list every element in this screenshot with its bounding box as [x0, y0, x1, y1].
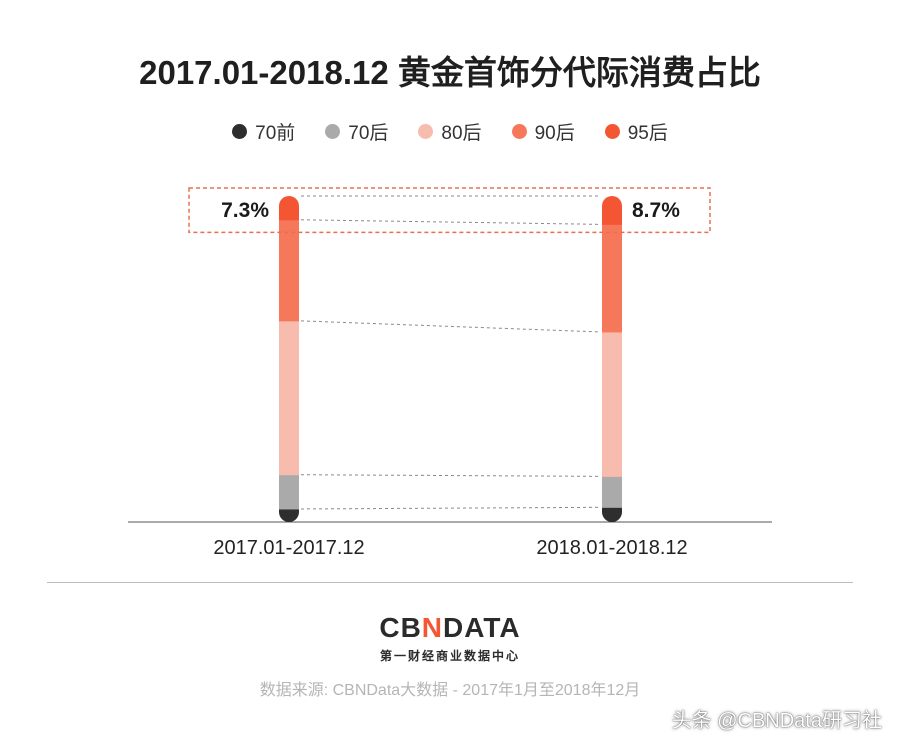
legend-swatch [232, 124, 248, 139]
bar-segment [602, 331, 622, 477]
brand-logo-mid: N [421, 612, 444, 643]
brand-subtitle: 第一财经商业数据中心 [379, 649, 520, 663]
bar-segment [279, 196, 299, 221]
bar-segment [602, 475, 622, 508]
segment-connector [300, 219, 601, 225]
legend-swatch [604, 124, 620, 139]
footer-divider [47, 582, 853, 583]
bar-stack [602, 196, 622, 522]
legend-item: 80后 [418, 118, 482, 145]
legend-swatch [325, 124, 341, 139]
legend-swatch [418, 124, 434, 139]
category-label: 2017.01-2017.12 [213, 537, 364, 559]
bar-segment [279, 320, 299, 476]
chart-title: 2017.01-2018.12 黄金首饰分代际消费占比 [139, 54, 761, 91]
bar-segment [279, 508, 299, 522]
legend-item: 90后 [511, 118, 575, 145]
stacked-bar-chart: 7.3% 8.7% 2017.01-2017.12 2018.01-2018.12 [128, 187, 772, 559]
highlight-box [188, 187, 711, 234]
bar-segment [602, 196, 622, 225]
legend-label: 70前 [255, 123, 296, 144]
legend-label: 95后 [627, 123, 668, 144]
legend-label: 90后 [534, 123, 575, 144]
legend-swatch [511, 124, 527, 139]
legend-label: 80后 [441, 123, 482, 144]
bar-segment [279, 219, 299, 322]
segment-connector [300, 320, 601, 333]
brand-logo-left: CB [379, 612, 422, 643]
segment-connector [300, 506, 601, 510]
segment-connector [300, 474, 601, 477]
legend-item: 70后 [325, 118, 388, 145]
legend-label: 70后 [348, 123, 389, 144]
data-label: 7.3% [221, 199, 269, 222]
legend-item: 95后 [604, 118, 668, 145]
brand-logo: CBNDATA [0, 612, 900, 644]
legend-item: 70前 [232, 118, 295, 145]
brand-logo-right: DATA [443, 612, 521, 643]
watermark: 头条 @CBNData研习社 [671, 710, 882, 732]
data-label: 8.7% [632, 199, 680, 222]
bar-stack [279, 196, 299, 522]
category-label: 2018.01-2018.12 [536, 537, 687, 559]
bar-segment [279, 474, 299, 510]
bar-segment [602, 506, 622, 522]
legend: 70前 70后 80后 90后 95后 [0, 118, 900, 145]
data-source-note: 数据来源: CBNData大数据 - 2017年1月至2018年12月 [259, 682, 641, 699]
bar-segment [602, 223, 622, 333]
